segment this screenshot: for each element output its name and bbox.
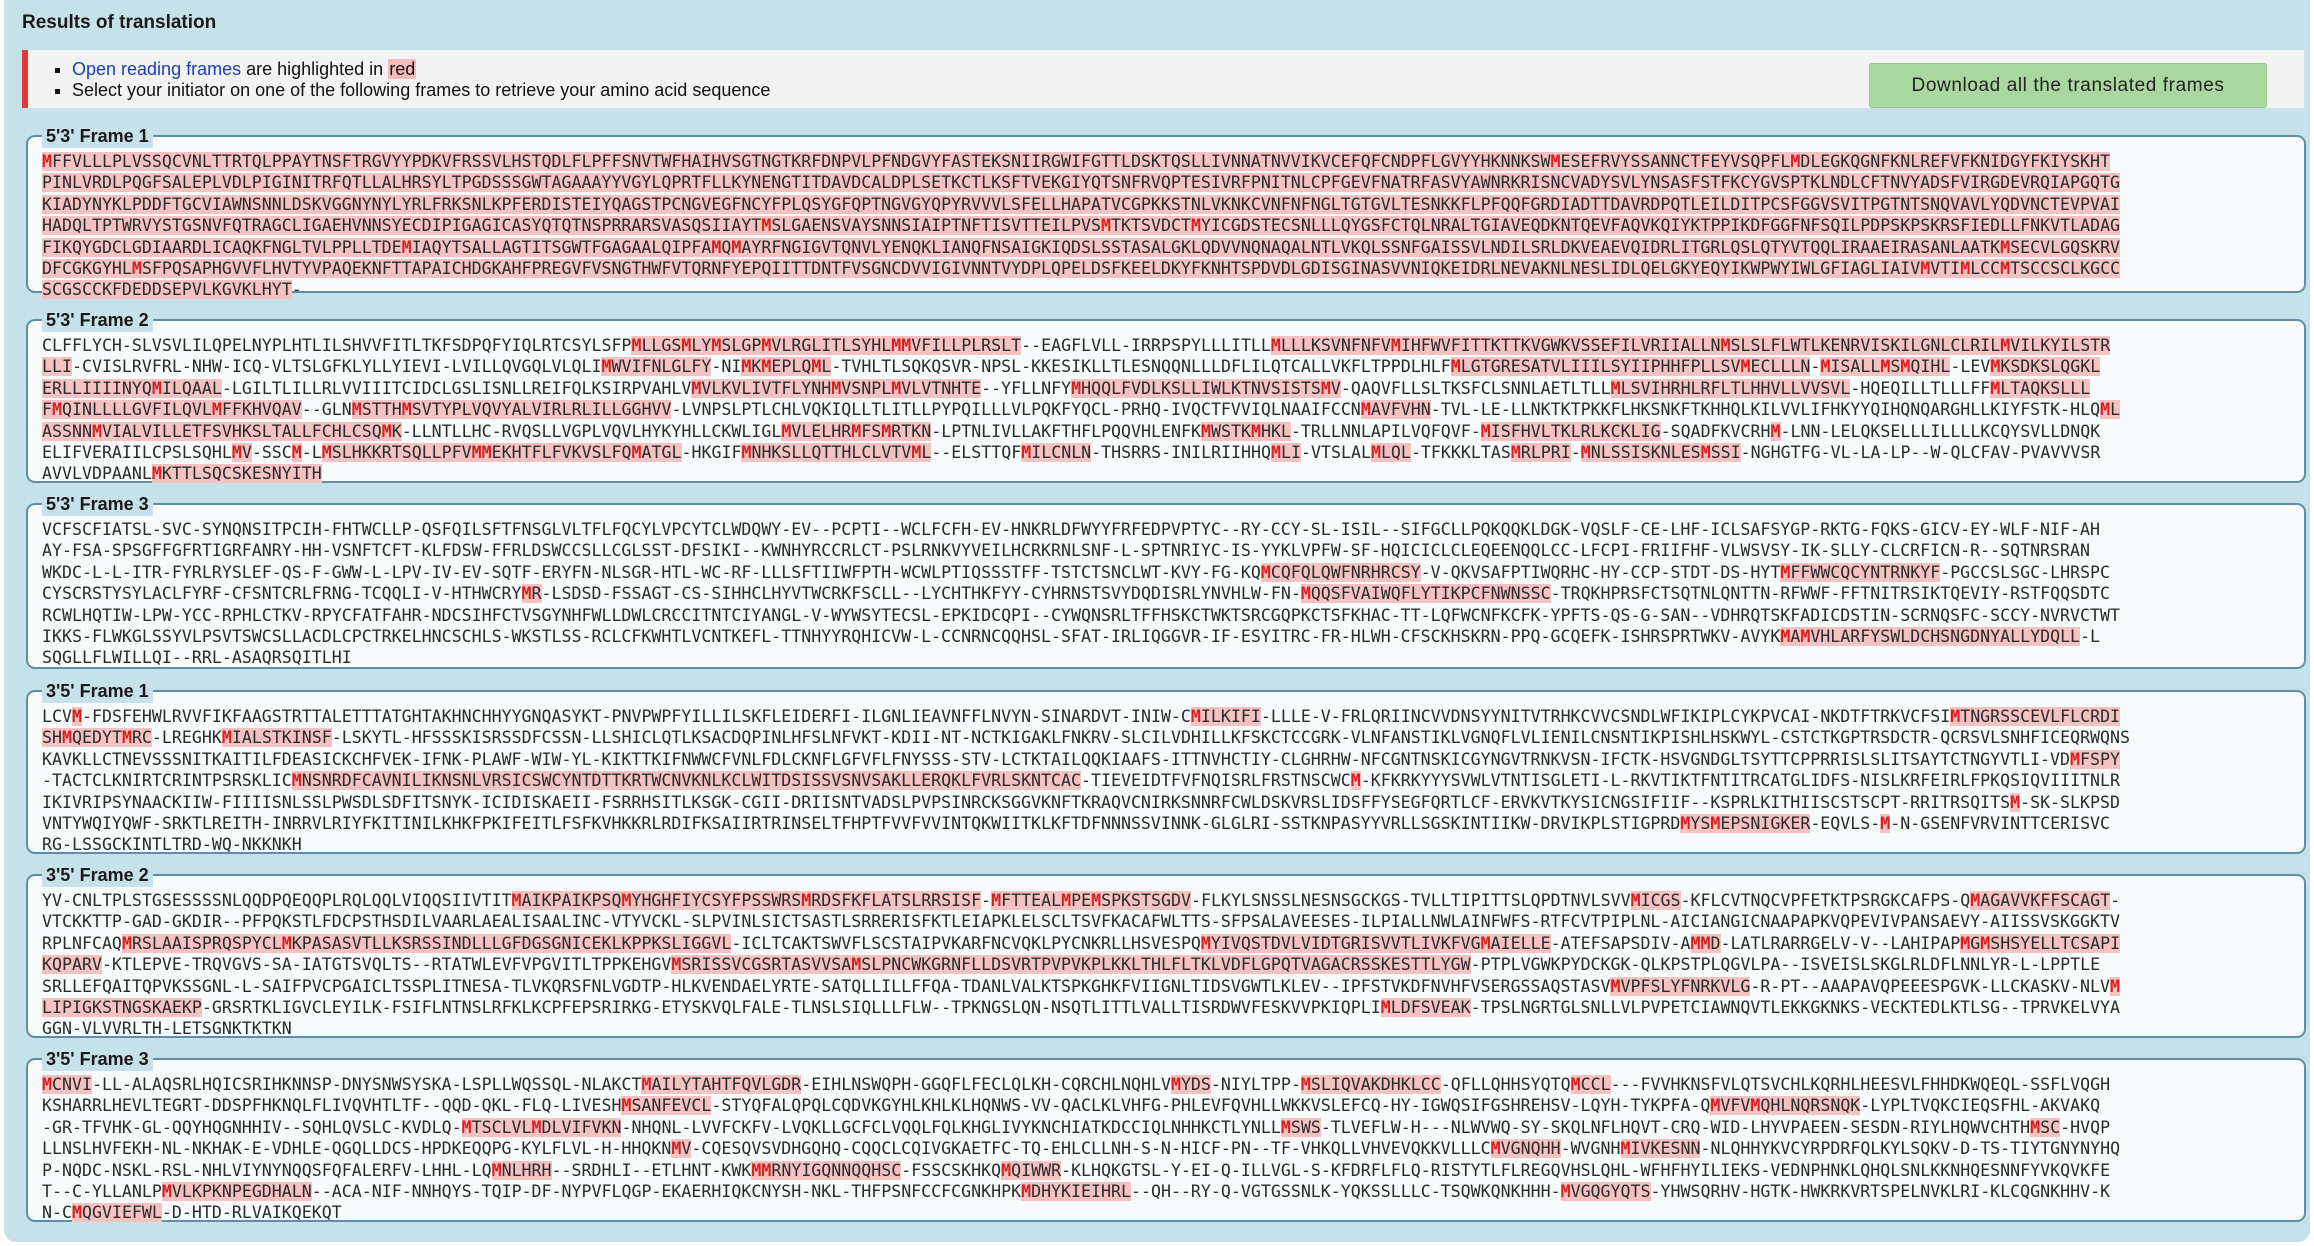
- frame-sequence[interactable]: VCFSCFIATSL-SVC-SYNQNSITPCIH-FHTWCLLP-QS…: [42, 519, 2290, 669]
- frame-box: 3'5' Frame 1 LCVM-FDSFEHWLRVVFIKFAAGSTRT…: [26, 679, 2306, 856]
- sequence-line: IKKS-FLWKGLSSYVLPSVTSWCSLLACDLCPCTRKELHN…: [42, 627, 2101, 647]
- sequence-line: ELIFVERAIILCPSLSQHLMV-SSCM-LMSLHKKRTSQLL…: [42, 443, 2101, 463]
- frame-box: 5'3' Frame 2 CLFFLYCH-SLVSVLILQPELNYPLHT…: [26, 308, 2306, 485]
- orf-link[interactable]: Open reading frames: [72, 59, 242, 79]
- frame-title: 3'5' Frame 3: [42, 1047, 153, 1071]
- frame-title: 3'5' Frame 1: [42, 679, 153, 703]
- frame-title: 5'3' Frame 1: [42, 124, 153, 148]
- sequence-line: HADQLTPTWRVYSTGSNVFQTRAGCLIGAEHVNNSYECDI…: [42, 216, 2121, 236]
- sequence-line: WKDC-L-L-ITR-FYRLRYSLEF-QS-F-GWW-L-LPV-I…: [42, 562, 2111, 582]
- sequence-line: SQGLLFLWILLQI--RRL-ASAQRSQITLHI: [42, 648, 352, 668]
- frame-sequence[interactable]: MFFVLLLPLVSSQCVNLTTRTQLPPAYTNSFTRGVYYPDK…: [42, 151, 2290, 301]
- sequence-line: -GR-TFVHK-GL-QQYHQGNHHIV--SQHLQVSLC-KVDL…: [42, 1117, 2111, 1137]
- notice-item-select: Select your initiator on one of the foll…: [72, 80, 770, 101]
- sequence-line: IKIVRIPSYNAACKIIW-FIIIISNLSSLPWSDLSDFITS…: [42, 792, 2120, 812]
- notice-orf-text: are highlighted in: [241, 59, 389, 79]
- frame-box: 5'3' Frame 1 MFFVLLLPLVSSQCVNLTTRTQLPPAY…: [26, 124, 2306, 300]
- notice-red-word: red: [388, 59, 417, 79]
- sequence-line: CLFFLYCH-SLVSVLILQPELNYPLHTLILSHVVFITLTK…: [42, 336, 2111, 355]
- sequence-line: SCGSCCKFDEDDSEPVLKGVKLHYT-: [42, 280, 302, 300]
- sequence-line: LLI-CVISLRVFRL-NHW-ICQ-VLTSLGFKLYLLYIEVI…: [42, 357, 2101, 377]
- sequence-line: N-CMQGVIEFWL-D-HTD-RLVAIKQEKQT: [42, 1203, 342, 1223]
- frame-title: 3'5' Frame 2: [42, 863, 153, 887]
- sequence-line: ERLLIIIINYQMILQAAL-LGILTLILLRLVVIIITCIDC…: [42, 378, 2091, 398]
- sequence-line: T--C-YLLANLPMVLKPKNPEGDHALN--ACA-NIF-NNH…: [42, 1182, 2111, 1202]
- sequence-line: KIADYNYKLPDDFTGCVIAWNSNNLDSKVGGNYNYLYRLF…: [42, 194, 2120, 214]
- sequence-line: AY-FSA-SPSGFFGFRTIGRFANRY-HH-VSNFTCFT-KL…: [42, 541, 2091, 561]
- notice-item-orf: Open reading frames are highlighted in r…: [72, 59, 770, 80]
- sequence-line: VNTYWQIYQWF-SRKTLREITH-INRRVLRIYFKITINIL…: [42, 814, 2111, 834]
- results-title: Results of translation: [22, 12, 217, 33]
- frame-box: 3'5' Frame 2 YV-CNLTPLSTGSESSSSNLQQDPQEQ…: [26, 863, 2306, 1040]
- frame-sequence[interactable]: MCNVI-LL-ALAQSRLHQICSRIHKNNSP-DNYSNWSYSK…: [42, 1074, 2290, 1224]
- sequence-line: MFFVLLLPLVSSQCVNLTTRTQLPPAYTNSFTRGVYYPDK…: [42, 152, 2111, 171]
- frame-box: 5'3' Frame 3 VCFSCFIATSL-SVC-SYNQNSITPCI…: [26, 492, 2306, 669]
- frame-title: 5'3' Frame 2: [42, 308, 153, 332]
- sequence-line: GGN-VLVVRLTH-LETSGNKTKTKN: [42, 1019, 292, 1039]
- sequence-line: LLNSLHVFEKH-NL-NKHAK-E-VDHLE-QGQLLDCS-HP…: [42, 1139, 2121, 1159]
- sequence-line: P-NQDC-NSKL-RSL-NHLVIYNYNQQSFQFALERFV-LH…: [42, 1160, 2111, 1180]
- sequence-line: FMQINLLLLGVFILQVLMFFKHVQAV--GLNMSTTHMSVT…: [42, 400, 2121, 420]
- frame-title: 5'3' Frame 3: [42, 492, 153, 516]
- sequence-line: RG-LSSGCKINTLTRD-WQ-NKKNKH: [42, 835, 302, 855]
- sequence-line: AVVLVDPAANLMKTTLSQCSKESNYITH: [42, 464, 322, 484]
- sequence-line: YV-CNLTPLSTGSESSSSNLQQDPQEQQPLRQLQQLVIQQ…: [42, 891, 2121, 910]
- sequence-line: FIKQYGDCLGDIAARDLICAQKFNGLTVLPPLLTDEMIAQ…: [42, 237, 2121, 257]
- download-all-frames-button[interactable]: Download all the translated frames: [1869, 63, 2267, 108]
- sequence-line: -TACTCLKNIRTCRINTPSRSKLICMNSNRDFCAVNILIK…: [42, 771, 2121, 791]
- sequence-line: SRLLEFQAITQPVKSSGNL-L-SAIFPVCPGAICLTSSPL…: [42, 976, 2121, 996]
- sequence-line: RCWLHQTIW-LPW-YCC-RPHLCTKV-RPYCFATFAHR-N…: [42, 605, 2120, 625]
- sequence-line: KSHARRLHEVLTEGRT-DDSPFHKNQLFLIVQVHTLTF--…: [42, 1096, 2101, 1116]
- sequence-line: KAVKLLCTNEVSSSNITKAITILFDEASICKCHFVEK-IF…: [42, 749, 2120, 769]
- sequence-line: VCFSCFIATSL-SVC-SYNQNSITPCIH-FHTWCLLP-QS…: [42, 520, 2100, 539]
- sequence-line: CYSCRSTYSYLACLFYRF-CFSNTCRLFRNG-TCQQLI-V…: [42, 584, 2111, 604]
- frame-box: 3'5' Frame 3 MCNVI-LL-ALAQSRLHQICSRIHKNN…: [26, 1047, 2306, 1224]
- results-panel: Results of translation Open reading fram…: [4, 0, 2310, 1242]
- sequence-line: LCVM-FDSFEHWLRVVFIKFAAGSTRTTALETTTATGHTA…: [42, 707, 2121, 726]
- sequence-line: RPLNFCAQMRSLAAISPRQSPYCLMKPASASVTLLKSRSS…: [42, 933, 2121, 953]
- sequence-line: DFCGKGYHLMSFPQSAPHGVVFLHVTYVPAQEKNFTTAPA…: [42, 259, 2121, 279]
- sequence-line: MCNVI-LL-ALAQSRLHQICSRIHKNNSP-DNYSNWSYSK…: [42, 1075, 2111, 1094]
- sequence-line: VTCKKTTP-GAD-GKDIR--PFPQKSTLFDCPSTHSDILV…: [42, 912, 2120, 932]
- sequence-line: SHMQEDYTMRC-LREGHKMIALSTKINSF-LSKYTL-HFS…: [42, 728, 2131, 748]
- frame-sequence[interactable]: YV-CNLTPLSTGSESSSSNLQQDPQEQQPLRQLQQLVIQQ…: [42, 890, 2290, 1040]
- frame-sequence[interactable]: LCVM-FDSFEHWLRVVFIKFAAGSTRTTALETTTATGHTA…: [42, 706, 2290, 856]
- sequence-line: KQPARV-KTLEPVE-TRQVGVS-SA-IATGTSVQLTS--R…: [42, 955, 2101, 975]
- frame-sequence[interactable]: CLFFLYCH-SLVSVLILQPELNYPLHTLILSHVVFITLTK…: [42, 335, 2290, 485]
- sequence-line: PINLVRDLPQGFSALEPLVDLPIGINITRFQTLLALHRSY…: [42, 173, 2120, 193]
- sequence-line: ASSNNMVIALVILLETFSVHKSLTALLFCHLCSQMK-LLN…: [42, 421, 2101, 441]
- sequence-line: LIPIGKSTNGSKAEKP-GRSRTKLIGVCLEYILK-FSIFL…: [42, 998, 2121, 1018]
- notice-list: Open reading frames are highlighted in r…: [28, 59, 770, 101]
